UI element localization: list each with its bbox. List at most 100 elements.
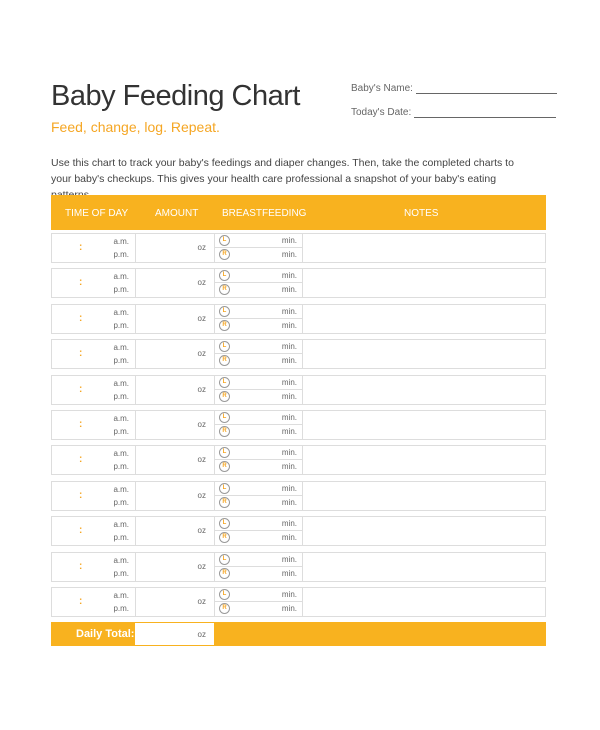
pm-option[interactable]: p.m. [113, 568, 129, 578]
left-circle-icon: L [219, 482, 230, 494]
am-option[interactable]: a.m. [113, 343, 129, 353]
min-unit: min. [281, 413, 297, 422]
am-option[interactable]: a.m. [113, 520, 129, 530]
daily-total-row: Daily Total: oz [51, 622, 546, 646]
col-amount: AMOUNT [155, 208, 199, 219]
pm-option[interactable]: p.m. [113, 391, 129, 401]
time-cell[interactable]: : a.m. p.m. [52, 517, 136, 546]
amount-cell[interactable]: oz [136, 375, 215, 404]
time-colon: : [79, 419, 83, 430]
oz-unit: oz [197, 384, 206, 394]
am-option[interactable]: a.m. [113, 449, 129, 459]
left-circle-icon: L [219, 518, 230, 530]
amount-cell[interactable]: oz [136, 552, 215, 581]
pm-option[interactable]: p.m. [113, 497, 129, 507]
time-cell[interactable]: : a.m. p.m. [52, 588, 136, 616]
am-option[interactable]: a.m. [113, 378, 129, 388]
amount-cell[interactable]: oz [136, 340, 215, 369]
am-option[interactable]: a.m. [113, 237, 129, 246]
min-unit: min. [281, 462, 297, 472]
daily-total-input[interactable]: oz [135, 623, 214, 645]
time-colon: : [79, 525, 83, 537]
min-unit: min. [281, 271, 297, 281]
left-circle-icon: L [219, 553, 230, 565]
amount-cell[interactable]: oz [136, 481, 215, 510]
time-cell[interactable]: : a.m. p.m. [52, 269, 136, 298]
time-cell[interactable]: : a.m. p.m. [52, 304, 136, 333]
pm-option[interactable]: p.m. [113, 604, 129, 613]
min-unit: min. [281, 554, 297, 564]
amount-cell[interactable]: oz [136, 446, 215, 475]
amount-cell[interactable]: oz [136, 411, 215, 439]
am-option[interactable]: a.m. [113, 272, 129, 282]
oz-unit: oz [197, 243, 206, 252]
min-unit: min. [281, 590, 297, 599]
amount-cell[interactable]: oz [136, 304, 215, 333]
date-field[interactable]: Today's Date: [351, 107, 557, 118]
amount-cell[interactable]: oz [136, 517, 215, 546]
right-circle-icon: R [219, 284, 230, 296]
pm-option[interactable]: p.m. [113, 533, 129, 543]
baby-name-line[interactable] [415, 83, 557, 94]
pm-option[interactable]: p.m. [113, 285, 129, 295]
oz-unit: oz [197, 597, 206, 606]
pm-option[interactable]: p.m. [113, 427, 129, 436]
time-cell[interactable]: : a.m. p.m. [52, 375, 136, 404]
pm-option[interactable]: p.m. [113, 250, 129, 259]
time-cell[interactable]: : a.m. p.m. [52, 340, 136, 369]
right-circle-icon: R [219, 461, 230, 473]
am-option[interactable]: a.m. [113, 307, 129, 317]
baby-name-field[interactable]: Baby's Name: [351, 83, 557, 94]
pm-option[interactable]: p.m. [113, 462, 129, 472]
am-option[interactable]: a.m. [113, 555, 129, 565]
right-circle-icon: R [219, 390, 230, 402]
time-cell[interactable]: : a.m. p.m. [52, 552, 136, 581]
min-unit: min. [281, 285, 297, 295]
amount-cell[interactable]: oz [136, 234, 215, 262]
time-cell[interactable]: : a.m. p.m. [52, 446, 136, 475]
amount-cell[interactable]: oz [136, 269, 215, 298]
time-cell[interactable]: : a.m. p.m. [52, 411, 136, 439]
am-option[interactable]: a.m. [113, 591, 129, 600]
time-cell[interactable]: : a.m. p.m. [52, 234, 136, 262]
pm-option[interactable]: p.m. [113, 356, 129, 366]
pm-option[interactable]: p.m. [113, 320, 129, 330]
daily-total-label: Daily Total: [76, 628, 135, 640]
date-line[interactable] [414, 107, 557, 118]
left-circle-icon: L [219, 376, 230, 388]
am-option[interactable]: a.m. [113, 414, 129, 423]
amount-cell[interactable]: oz [136, 588, 215, 616]
oz-unit: oz [197, 313, 206, 323]
am-option[interactable]: a.m. [113, 484, 129, 494]
time-cell[interactable]: : a.m. p.m. [52, 481, 136, 510]
